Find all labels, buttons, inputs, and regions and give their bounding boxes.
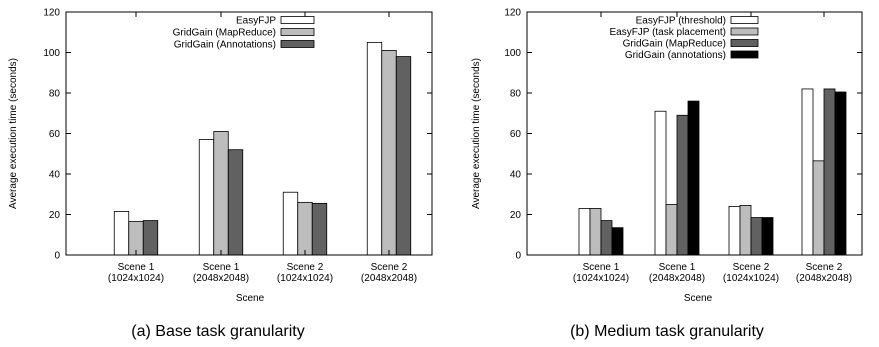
y-tick-label: 120 xyxy=(504,8,521,19)
legend-swatch xyxy=(730,39,759,47)
x-tick-label-sub: (1024x1024) xyxy=(277,273,333,284)
legend-swatch xyxy=(280,40,315,48)
bar xyxy=(113,211,130,256)
bar xyxy=(297,201,313,256)
legend-label: EasyFJP xyxy=(236,16,276,27)
legend-swatch xyxy=(730,16,759,24)
x-tick-label-sub: (2048x2048) xyxy=(193,273,249,284)
bar xyxy=(739,204,752,256)
y-tick-label: 80 xyxy=(49,89,61,100)
bar xyxy=(589,208,602,256)
y-tick-label: 80 xyxy=(510,89,522,100)
x-tick-label: Scene 2 xyxy=(371,262,408,273)
legend-label: GridGain (Annotations) xyxy=(174,40,276,51)
bar xyxy=(812,160,825,256)
bar xyxy=(578,208,591,256)
y-tick-label: 0 xyxy=(515,251,521,262)
bar xyxy=(395,56,412,256)
y-tick-label: 100 xyxy=(504,48,521,59)
x-tick-label-sub: (1024x1024) xyxy=(108,273,164,284)
x-tick-label: Scene 1 xyxy=(118,262,155,273)
y-tick-label: 60 xyxy=(510,129,522,140)
x-tick-label-sub: (2048x2048) xyxy=(361,273,417,284)
legend-label: EasyFJP (task placement) xyxy=(609,27,726,38)
legend-swatch xyxy=(280,28,315,36)
y-tick-label: 100 xyxy=(43,48,60,59)
x-tick-label-sub: (1024x1024) xyxy=(723,273,779,284)
bar xyxy=(823,88,836,256)
bar xyxy=(665,203,678,256)
x-axis-label: Scene xyxy=(236,293,265,304)
x-tick-label: Scene 2 xyxy=(806,262,843,273)
x-tick-label-sub: (2048x2048) xyxy=(796,273,852,284)
x-tick-label: Scene 1 xyxy=(659,262,696,273)
y-axis-label: Average execution time (seconds) xyxy=(8,58,19,209)
y-tick-label: 40 xyxy=(510,170,522,181)
bar xyxy=(128,221,144,256)
bar xyxy=(761,217,774,256)
bar xyxy=(801,88,814,256)
x-tick-label: Scene 1 xyxy=(203,262,240,273)
x-tick-label-sub: (1024x1024) xyxy=(573,273,629,284)
bar xyxy=(728,205,741,256)
bar xyxy=(311,202,328,256)
legend-label: GridGain (MapReduce) xyxy=(173,28,276,39)
y-axis-label: Average execution time (seconds) xyxy=(471,58,482,209)
bar xyxy=(750,217,763,256)
x-axis-label: Scene xyxy=(684,293,713,304)
bar xyxy=(687,100,700,256)
y-tick-label: 20 xyxy=(49,210,61,221)
legend-swatch xyxy=(730,27,759,36)
bar xyxy=(198,139,215,256)
bar xyxy=(282,191,299,256)
y-tick-label: 0 xyxy=(54,251,60,262)
bar xyxy=(213,131,229,256)
legend-swatch xyxy=(730,50,759,59)
bar xyxy=(834,91,847,256)
bar xyxy=(600,220,613,256)
chart-caption: (a) Base task granularity xyxy=(131,323,304,340)
x-tick-label-sub: (2048x2048) xyxy=(649,273,705,284)
x-tick-label: Scene 2 xyxy=(733,262,770,273)
y-tick-label: 120 xyxy=(43,8,60,19)
legend-swatch xyxy=(280,16,315,24)
bar xyxy=(366,41,383,256)
bar xyxy=(227,149,244,256)
bar xyxy=(676,114,689,256)
y-tick-label: 60 xyxy=(49,129,61,140)
y-tick-label: 40 xyxy=(49,170,61,181)
legend-label: EasyFJP (threshold) xyxy=(636,16,726,27)
legend-label: GridGain (annotations) xyxy=(625,50,726,61)
bar xyxy=(611,227,624,256)
bar xyxy=(381,50,397,256)
bar xyxy=(654,110,667,256)
legend-label: GridGain (MapReduce) xyxy=(623,39,726,50)
y-tick-label: 20 xyxy=(510,210,522,221)
bar xyxy=(142,220,159,256)
x-tick-label: Scene 1 xyxy=(583,262,620,273)
chart-caption: (b) Medium task granularity xyxy=(570,323,764,340)
x-tick-label: Scene 2 xyxy=(287,262,324,273)
